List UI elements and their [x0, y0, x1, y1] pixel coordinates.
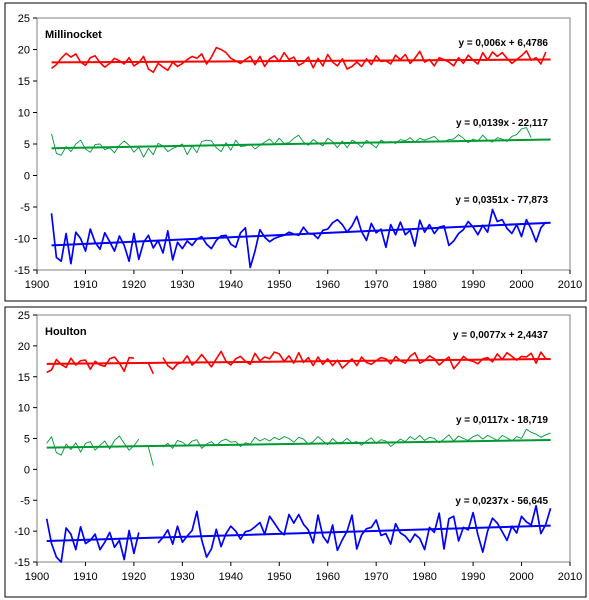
y-tick-label: -10 — [14, 234, 30, 246]
y-tick-label: -5 — [20, 495, 30, 507]
y-tick-label: -10 — [14, 526, 30, 538]
y-tick-label: 0 — [24, 171, 30, 183]
y-tick-label: -15 — [14, 265, 30, 277]
series-line — [51, 127, 532, 158]
y-tick-label: 0 — [24, 464, 30, 476]
series-group — [50, 46, 547, 269]
x-tick-label: 1910 — [73, 279, 97, 291]
y-tick-label: 10 — [18, 108, 30, 120]
x-tick-label: 1920 — [122, 571, 146, 583]
trend-line — [51, 58, 551, 64]
trend-equation: y = 0,0351x - 77,873 — [455, 195, 548, 206]
x-tick-label: 1940 — [219, 571, 243, 583]
x-tick-label: 1990 — [461, 571, 485, 583]
y-tick-label: 25 — [18, 310, 30, 322]
y-tick-label: 25 — [18, 13, 30, 25]
y-tick-label: 15 — [18, 76, 30, 88]
y-axis: -15 -10 -5 0 5 10 15 20 25 — [14, 13, 37, 277]
x-tick-label: 1960 — [315, 571, 339, 583]
x-tick-label: 1990 — [461, 279, 485, 291]
x-tick-label: 1970 — [364, 279, 388, 291]
x-tick-label: 1970 — [364, 571, 388, 583]
x-tick-label: 1930 — [170, 279, 194, 291]
y-axis: -15 -10 -5 0 5 10 15 20 25 — [14, 310, 37, 569]
series-line — [50, 208, 547, 269]
chart-title: Millinocket — [45, 29, 102, 41]
series-line — [51, 46, 547, 73]
x-tick-label: 1920 — [122, 279, 146, 291]
x-tick-label: 1980 — [412, 279, 436, 291]
x-tick-label: 1910 — [73, 571, 97, 583]
plot-area — [36, 314, 571, 563]
y-tick-label: 5 — [24, 434, 30, 446]
x-axis: 1900 1910 1920 1930 1940 1950 1960 1970 1980 1990… — [25, 270, 582, 291]
y-tick-label: 20 — [18, 341, 30, 353]
x-tick-label: 2010 — [558, 279, 582, 291]
x-tick-label: 1950 — [267, 571, 291, 583]
x-tick-label: 1950 — [267, 279, 291, 291]
y-tick-label: -5 — [20, 202, 30, 214]
x-tick-label: 1900 — [25, 279, 49, 291]
y-tick-label: 10 — [18, 403, 30, 415]
trend-line — [51, 221, 551, 247]
trend-equation: y = 0,0139x - 22,117 — [456, 118, 548, 129]
trendline-group — [46, 357, 551, 543]
x-tick-label: 1900 — [25, 571, 49, 583]
y-tick-label: 20 — [18, 45, 30, 57]
y-tick-label: -15 — [14, 557, 30, 569]
trend-equation: y = 0,0077x + 2,4437 — [453, 330, 549, 341]
trend-equation: y = 0,0237x - 56,645 — [455, 496, 548, 507]
x-tick-label: 1960 — [315, 279, 339, 291]
trend-equation: y = 0,0117x - 18,719 — [456, 415, 548, 426]
x-tick-label: 1980 — [412, 571, 436, 583]
trendline-group — [51, 58, 551, 247]
y-tick-label: 5 — [24, 139, 30, 151]
trend-line — [51, 138, 551, 150]
trend-equation: y = 0,006x + 6,4786 — [458, 38, 548, 49]
x-axis: 1900 1910 1920 1930 1940 1950 1960 1970 1980 1990… — [25, 562, 582, 583]
x-tick-label: 1930 — [170, 571, 194, 583]
x-tick-label: 2000 — [509, 279, 533, 291]
chart-title: Houlton — [45, 326, 87, 338]
x-tick-label: 2000 — [509, 571, 533, 583]
trend-line — [46, 524, 551, 543]
x-tick-label: 1940 — [219, 279, 243, 291]
x-tick-label: 2010 — [558, 571, 582, 583]
trend-line — [46, 439, 551, 449]
trend-line — [46, 357, 551, 365]
y-tick-label: 15 — [18, 372, 30, 384]
